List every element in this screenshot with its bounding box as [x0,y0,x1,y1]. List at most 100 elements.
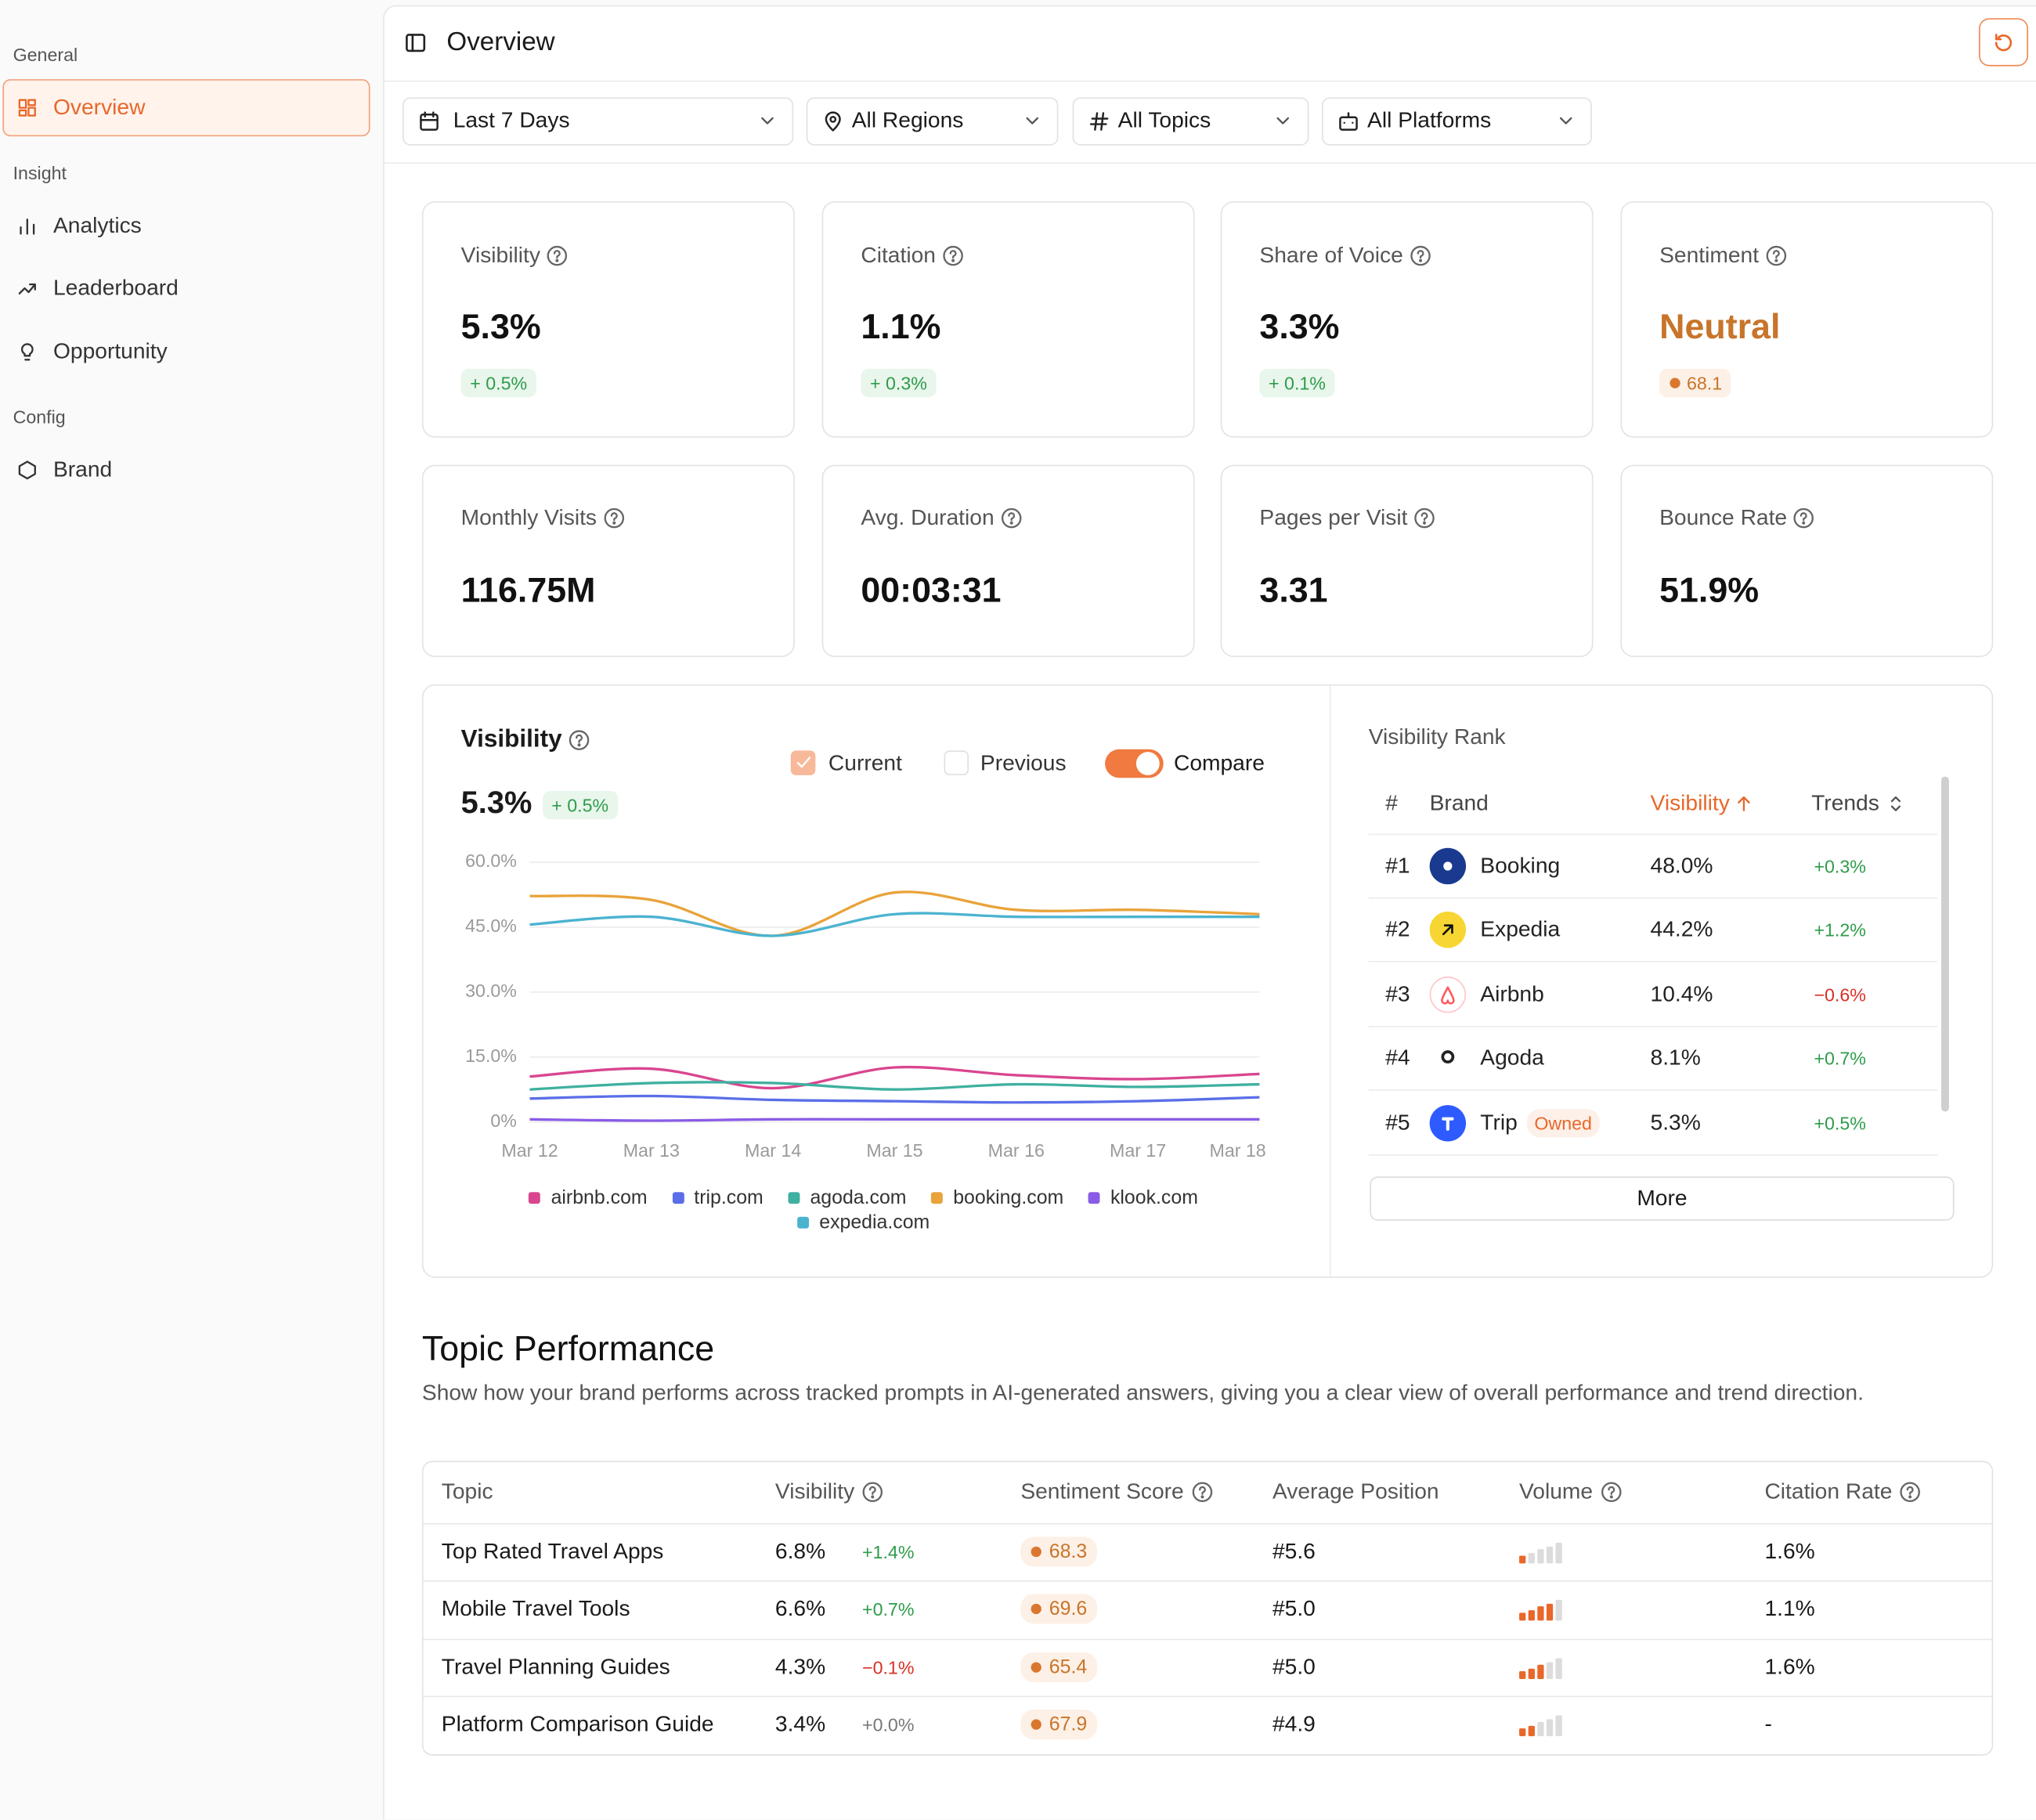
volume-bar [1528,1724,1535,1736]
rank-divider [1368,961,1937,962]
icon [17,215,38,237]
icon [603,507,624,529]
metric-card [1220,201,1594,438]
icon [1436,1111,1460,1135]
volume-bar [1519,1671,1526,1680]
icon [1272,110,1294,132]
score-dot [1670,377,1680,388]
icon-glyph [862,1482,883,1502]
sidebar-section-title: General [13,44,78,65]
icon [1886,793,1907,814]
icon [1436,983,1460,1006]
topic-table [421,1461,1994,1756]
legend-label: expedia.com [819,1212,930,1234]
brand-logo [1429,976,1467,1013]
rank-divider [1368,897,1937,899]
icon-glyph [1442,924,1453,936]
filter-label: All Regions [851,107,964,133]
rank-header[interactable]: Visibility [1650,790,1730,816]
refresh-button[interactable] [1979,18,2029,67]
icon [1992,31,2016,55]
icon-glyph [796,757,811,768]
icon-glyph [1276,117,1290,125]
icon [1192,1482,1213,1503]
volume-bars [1519,1540,1566,1564]
icon [17,97,38,118]
nav-item[interactable]: Overview [52,95,146,120]
brand-visibility: 44.2% [1650,916,1713,942]
metric-card [1620,464,1994,658]
owned-tag: Owned [1526,1109,1600,1138]
metric-card [821,201,1195,438]
rank-divider [1368,1154,1937,1156]
legend-item[interactable]: trip.com [672,1187,764,1209]
sidebar-section-title: Config [13,406,66,428]
icon-glyph [18,99,36,117]
icon-glyph [547,245,568,266]
nav-item[interactable]: Analytics [52,212,142,238]
section-title: Topic Performance [421,1329,715,1368]
icon [1001,507,1022,529]
icon-glyph [1442,1117,1454,1131]
metric-value: 1.1% [861,307,941,346]
icon [569,730,590,751]
nav-item[interactable]: Opportunity [52,338,168,364]
volume-bar [1546,1546,1554,1564]
icon [1022,110,1043,132]
legend-label: booking.com [953,1186,1064,1209]
row-divider [423,1580,1992,1582]
icon-glyph [1414,507,1435,529]
legend-swatch [797,1216,809,1229]
icon [17,460,38,481]
filter-dropdown[interactable] [806,97,1059,146]
volume-bar [1519,1612,1526,1621]
icon [1414,507,1435,529]
icon [1410,245,1431,266]
rank-header: # [1385,790,1398,816]
legend-label: airbnb.com [551,1186,648,1209]
more-button[interactable] [1370,1176,1955,1221]
toggle-label: Previous [980,750,1067,775]
score-dot [1031,1546,1041,1558]
row-divider [423,1638,1992,1641]
legend-item[interactable]: airbnb.com [529,1186,648,1209]
metric-change: + 0.3% [861,368,937,398]
icon [1436,918,1460,941]
switch-knob [1135,752,1160,775]
table-header: Visibility [774,1479,855,1504]
rank-header[interactable]: Trends [1811,790,1879,816]
scrollbar [1940,776,1949,1112]
brand-trend: −0.6% [1814,984,1866,1006]
icon-glyph [1001,507,1021,529]
icon-glyph [603,507,624,529]
chart-value: 5.3% [460,785,532,821]
nav-item[interactable]: Leaderboard [52,275,179,301]
legend-item[interactable]: booking.com [931,1187,1063,1209]
checkbox[interactable] [944,750,969,775]
rank-number: #5 [1385,1110,1410,1136]
rank-number: #3 [1385,981,1410,1007]
icon-glyph [1441,1050,1455,1063]
icon-glyph [420,110,439,131]
filter-dropdown[interactable] [403,97,794,146]
legend-item[interactable]: agoda.com [788,1186,907,1209]
filter-dropdown[interactable] [1072,97,1309,146]
active-nav-item[interactable] [2,79,370,137]
legend-item[interactable]: klook.com [1088,1187,1198,1209]
legend-swatch [788,1192,800,1204]
legend-item[interactable]: expedia.com [797,1212,930,1233]
more-button-label: More [1637,1185,1688,1211]
metric-score: 68.1 [1659,368,1731,398]
checkbox-checked[interactable] [790,750,816,775]
nav-item[interactable]: Brand [52,457,113,482]
page-title: Overview [446,27,555,57]
legend: airbnb.com trip.com agoda.com booking.com kl… [500,1186,1227,1233]
icon-glyph [1443,861,1453,871]
icon-glyph [1339,111,1358,131]
legend-label: agoda.com [810,1186,907,1209]
icon [418,110,440,132]
table-header: Volume [1519,1479,1594,1504]
filter-label: All Topics [1117,107,1211,133]
filter-dropdown[interactable] [1322,97,1592,146]
